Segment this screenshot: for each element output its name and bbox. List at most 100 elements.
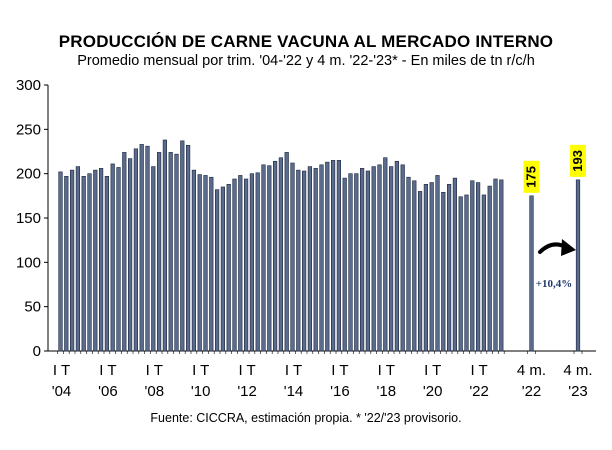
bar [232,178,237,352]
bar [104,176,109,352]
bar [383,157,388,352]
x-tick-label: I T [424,362,441,379]
bar [238,175,243,352]
bar [197,174,202,352]
x-tick-label: I T [53,362,70,379]
bar [58,171,63,352]
bar [70,169,75,352]
x-tick-label: '22 [522,383,542,400]
bar [162,139,168,352]
bar [209,176,214,352]
data-label-box [523,160,540,193]
x-tick-label: I T [331,362,348,379]
bar [128,158,133,352]
x-tick-label: '22 [469,383,489,400]
bar [290,162,295,352]
bar [93,169,98,352]
bar [330,160,336,352]
bar [481,194,487,352]
x-tick-label: I T [378,362,395,379]
bar [151,166,156,352]
bar [394,160,400,352]
x-tick-label: I T [285,362,302,379]
bar [365,170,371,352]
bar [226,184,231,352]
bar [342,177,347,352]
bar [180,140,185,352]
bar [429,182,434,352]
bar [423,184,429,352]
bar [244,178,249,352]
bar [191,169,197,352]
y-tick-label: 200 [16,166,41,183]
y-tick-label: 100 [16,254,41,271]
bar [412,180,417,352]
x-tick-label: '10 [191,383,211,400]
x-tick-label: I T [192,362,209,379]
bar [325,161,330,352]
data-label: 175 [524,166,539,188]
bar [64,176,69,352]
bar [168,152,173,352]
data-label: 193 [570,150,585,172]
bar [452,177,458,352]
bar [371,166,376,352]
highlight-bar [575,179,581,352]
bar [99,168,104,352]
x-tick-label: I T [99,362,116,379]
bar [348,173,353,352]
y-tick-label: 0 [33,343,41,360]
chart-source-note: Fuente: CICCRA, estimación propia. * '22… [150,411,462,425]
x-tick-label: '20 [423,383,443,400]
y-tick-label: 150 [16,210,41,227]
bar [487,185,492,352]
y-tick-label: 250 [16,121,41,138]
bar [278,157,284,352]
bar [458,196,463,352]
bar [313,168,318,352]
highlight-bar [529,195,534,352]
bar [400,164,405,352]
bar [493,178,498,352]
x-tick-label: '04 [52,383,72,400]
bar [116,167,121,352]
bar [470,180,475,352]
bar [87,173,92,352]
x-tick-label: I T [238,362,255,379]
bar [319,164,324,352]
bar [417,191,423,352]
bar [377,164,382,352]
x-tick-label: '06 [98,383,118,400]
x-tick-label: '12 [237,383,257,400]
bar [284,152,289,352]
bar [499,179,504,352]
bar [203,175,208,352]
x-tick-label: '08 [145,383,165,400]
x-tick-label: '16 [330,383,350,400]
x-tick-label: I T [146,362,163,379]
data-label-box [570,144,586,177]
bar [261,164,266,352]
bar [220,186,226,352]
bar [406,176,411,352]
y-tick-label: 50 [24,299,41,316]
bar [354,173,359,352]
growth-annotation: +10,4% [536,278,573,290]
bar [215,189,220,352]
x-tick-label: '23 [568,383,588,400]
chart-title: PRODUCCIÓN DE CARNE VACUNA AL MERCADO IN… [58,32,554,51]
bar [359,168,365,352]
y-tick-label: 300 [16,77,41,94]
x-tick-label: I T [470,362,487,379]
x-tick-label: 4 m. [563,362,592,379]
bar [435,175,440,352]
bar [249,173,255,352]
bar [110,163,115,352]
x-tick-label: '14 [284,383,304,400]
x-tick-label: 4 m. [517,362,546,379]
bar [255,172,260,352]
bar [133,148,139,352]
bar [388,166,394,352]
